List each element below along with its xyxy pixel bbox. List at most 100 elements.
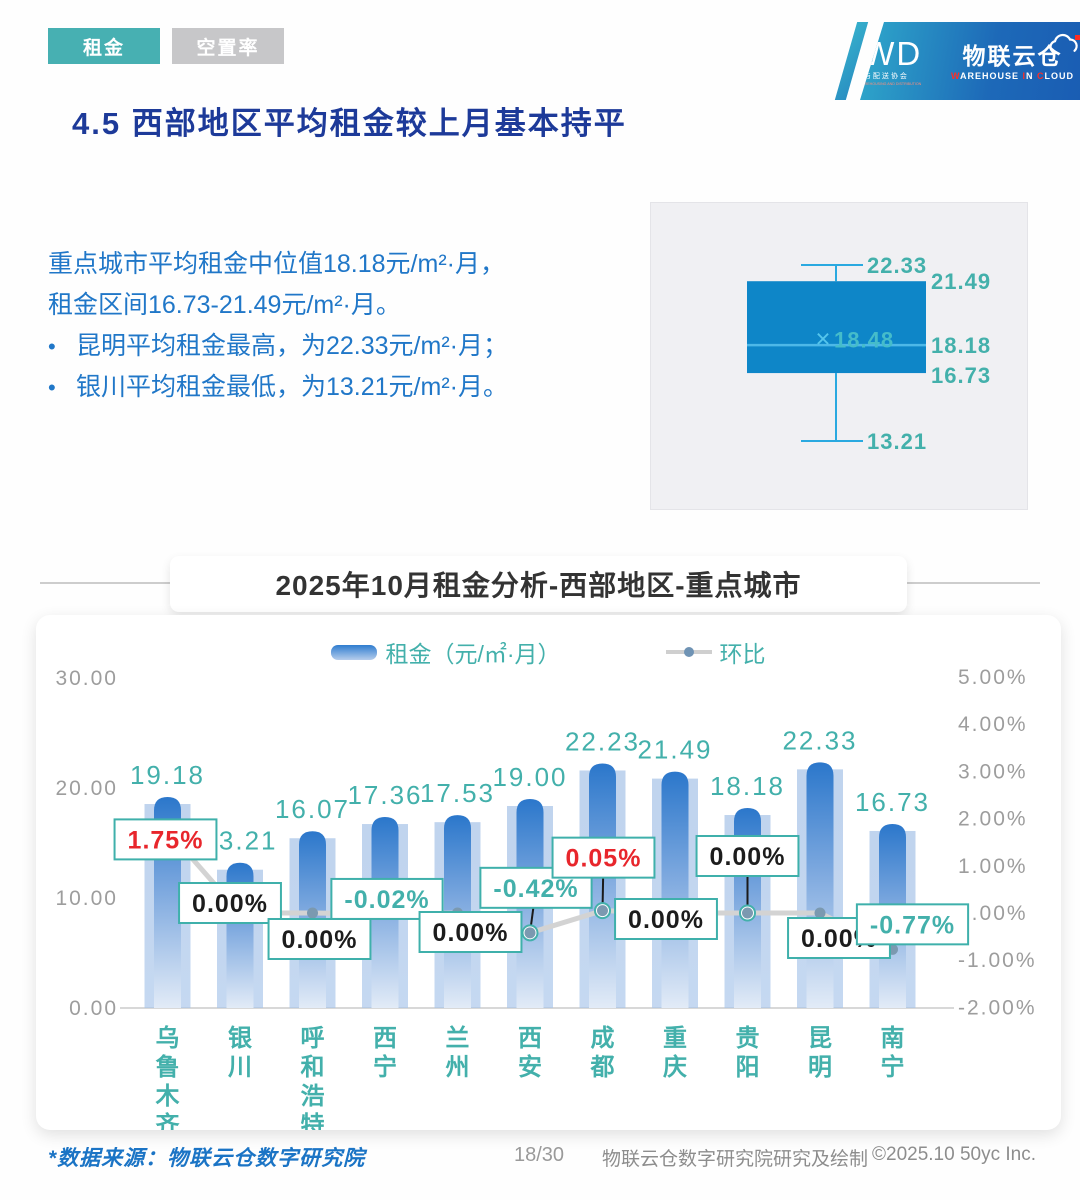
left-axis-tick: 0.00 [69, 997, 118, 1020]
mom-label-group: 0.00% [267, 918, 372, 960]
mom-label-group: 1.75% [113, 818, 218, 861]
chart-title: 2025年10月租金分析-西部地区-重点城市 [170, 556, 907, 612]
cloud-icon [1049, 33, 1080, 55]
right-axis-tick: 4.00% [958, 713, 1028, 736]
cawd-english-name: CHINA ASSOCIATION OF WAREHOUSING AND DIS… [815, 80, 922, 86]
bar [806, 762, 834, 1008]
x-axis-category-label: 昆明 [808, 1025, 832, 1081]
right-axis-tick: 5.00% [958, 666, 1028, 689]
right-axis-tick: 3.00% [958, 760, 1028, 783]
data-source-note: *数据来源：物联云仓数字研究院 [48, 1147, 366, 1170]
mom-label-box [614, 898, 718, 940]
left-axis-tick: 20.00 [55, 777, 118, 800]
q1-label: 16.73 [931, 363, 991, 388]
x-axis-category-label: 重庆 [663, 1025, 687, 1081]
chart-card: 租金（元/㎡·月） 环比 0.00 10.00 20.00 30.00 -2.00% -1… [36, 615, 1061, 1130]
summary-line: 租金区间16.73-21.49元/m²·月。 [48, 291, 401, 319]
copyright: ©2025.10 50yc Inc. [872, 1144, 1036, 1165]
mom-label-text: 0.00% [628, 906, 704, 934]
left-axis-tick: 30.00 [55, 667, 118, 690]
mom-label-text: 0.00% [710, 843, 786, 871]
bar-value-label: 21.49 [637, 735, 712, 765]
mom-label-group: 0.00% [614, 898, 718, 940]
summary-bullet: 银川平均租金最低，为13.21元/m²·月。 [76, 373, 508, 401]
legend-label: 环比 [719, 641, 766, 667]
mom-label-box [113, 818, 218, 861]
legend-item-mom: 环比 [665, 635, 766, 669]
iqr-box [747, 281, 926, 374]
mom-label-group: 0.05% [551, 836, 656, 879]
mom-label-group: -0.77% [855, 903, 970, 946]
bar-series-swatch [331, 644, 378, 660]
chart-legend: 租金（元/㎡·月） 环比 [36, 635, 1061, 669]
tab-rent[interactable]: 租金 [48, 28, 160, 64]
mom-label-box [178, 882, 282, 924]
right-axis-tick: 1.00% [958, 855, 1028, 878]
mom-label-group: 0.00% [178, 882, 282, 924]
bar-value-label: 17.36 [347, 780, 422, 810]
mom-label-text: 1.75% [128, 826, 204, 854]
credit-note: 物联云仓数字研究院研究及绘制 [602, 1149, 869, 1170]
q3-label: 21.49 [931, 269, 991, 294]
x-axis-category-label: 贵阳 [736, 1025, 760, 1081]
median-label: 18.18 [931, 333, 991, 358]
cawd-chinese-name: 中国仓储与配送协会 [827, 72, 909, 80]
bar-value-label: 17.53 [420, 778, 495, 808]
min-label: 13.21 [867, 429, 927, 454]
bar-value-label: 22.33 [782, 725, 857, 755]
mom-label-text: -0.42% [493, 875, 578, 903]
right-axis-tick: 2.00% [958, 808, 1028, 831]
page-number: 18/30 [514, 1144, 565, 1166]
mom-label-text: 0.00% [433, 919, 509, 947]
bar-value-label: 22.23 [565, 726, 640, 756]
x-axis-category-label: 南宁 [881, 1025, 905, 1081]
mom-point [597, 905, 608, 917]
mom-label-group: 0.00% [695, 835, 800, 877]
wuliancloud-logo: 物联云仓 WAREHOUSE IN CLOUD [950, 33, 1080, 81]
tab-bar: 租金 空置率 [48, 28, 284, 64]
brand-logo: CAWD 中国仓储与配送协会 CHINA ASSOCIATION OF WARE… [860, 22, 1080, 100]
brand-name: 物联云仓 [962, 43, 1063, 69]
mom-label-box [855, 903, 970, 946]
right-axis-tick: -2.00% [958, 996, 1037, 1019]
rent-bar-line-chart: 0.00 10.00 20.00 30.00 -2.00% -1.00% 0.00% 1.00… [55, 666, 1037, 1130]
mom-label-text: 0.05% [566, 845, 642, 873]
mom-label-box [551, 836, 656, 879]
mom-label-text: 0.00% [282, 926, 358, 954]
mom-label-box [418, 911, 523, 953]
mom-label-group: 0.00% [418, 911, 523, 953]
tab-vacancy[interactable]: 空置率 [172, 28, 284, 64]
x-axis-category-label: 兰州 [446, 1024, 470, 1081]
bar-value-label: 19.00 [492, 762, 567, 792]
mom-point [814, 907, 826, 919]
mom-label-box [695, 835, 800, 877]
right-axis-tick: 0.00% [958, 902, 1028, 925]
mom-label-text: -0.77% [870, 911, 955, 939]
bar [661, 771, 689, 1008]
summary-text: 重点城市平均租金中位值18.18元/m²·月， 租金区间16.73-21.49元… [48, 244, 648, 408]
bullet-marker: • [48, 375, 56, 400]
x-axis-category-label: 成都 [590, 1025, 615, 1081]
cawd-logo: CAWD 中国仓储与配送协会 CHINA ASSOCIATION OF WARE… [814, 34, 927, 86]
left-axis-tick: 10.00 [55, 887, 118, 910]
legend-label: 租金（元/㎡·月） [385, 641, 561, 667]
x-axis-category-label: 乌鲁木齐 [155, 1024, 181, 1130]
x-axis-category-label: 银川 [228, 1024, 253, 1081]
mom-point [524, 927, 536, 939]
x-axis-category-label: 呼和浩特 [301, 1025, 325, 1130]
summary-line: 重点城市平均租金中位值18.18元/m²·月， [48, 250, 505, 278]
right-axis-tick: -1.00% [958, 949, 1037, 972]
bar-value-label: 16.07 [275, 794, 350, 824]
max-label: 22.33 [867, 253, 927, 278]
mom-label-text: -0.02% [344, 886, 429, 914]
brand-english-name: WAREHOUSE IN CLOUD [950, 71, 1074, 81]
bar-value-label: 19.18 [130, 760, 205, 790]
summary-bullet: 昆明平均租金最高，为22.33元/m²·月； [76, 332, 508, 360]
legend-item-rent: 租金（元/㎡·月） [331, 635, 561, 669]
mom-label-text: 0.00% [192, 890, 268, 918]
x-axis-category-label: 西宁 [373, 1025, 397, 1081]
x-axis-category-label: 西安 [518, 1025, 542, 1081]
bar-value-label: 16.73 [855, 787, 930, 817]
cawd-wordmark: CAWD [814, 34, 923, 72]
